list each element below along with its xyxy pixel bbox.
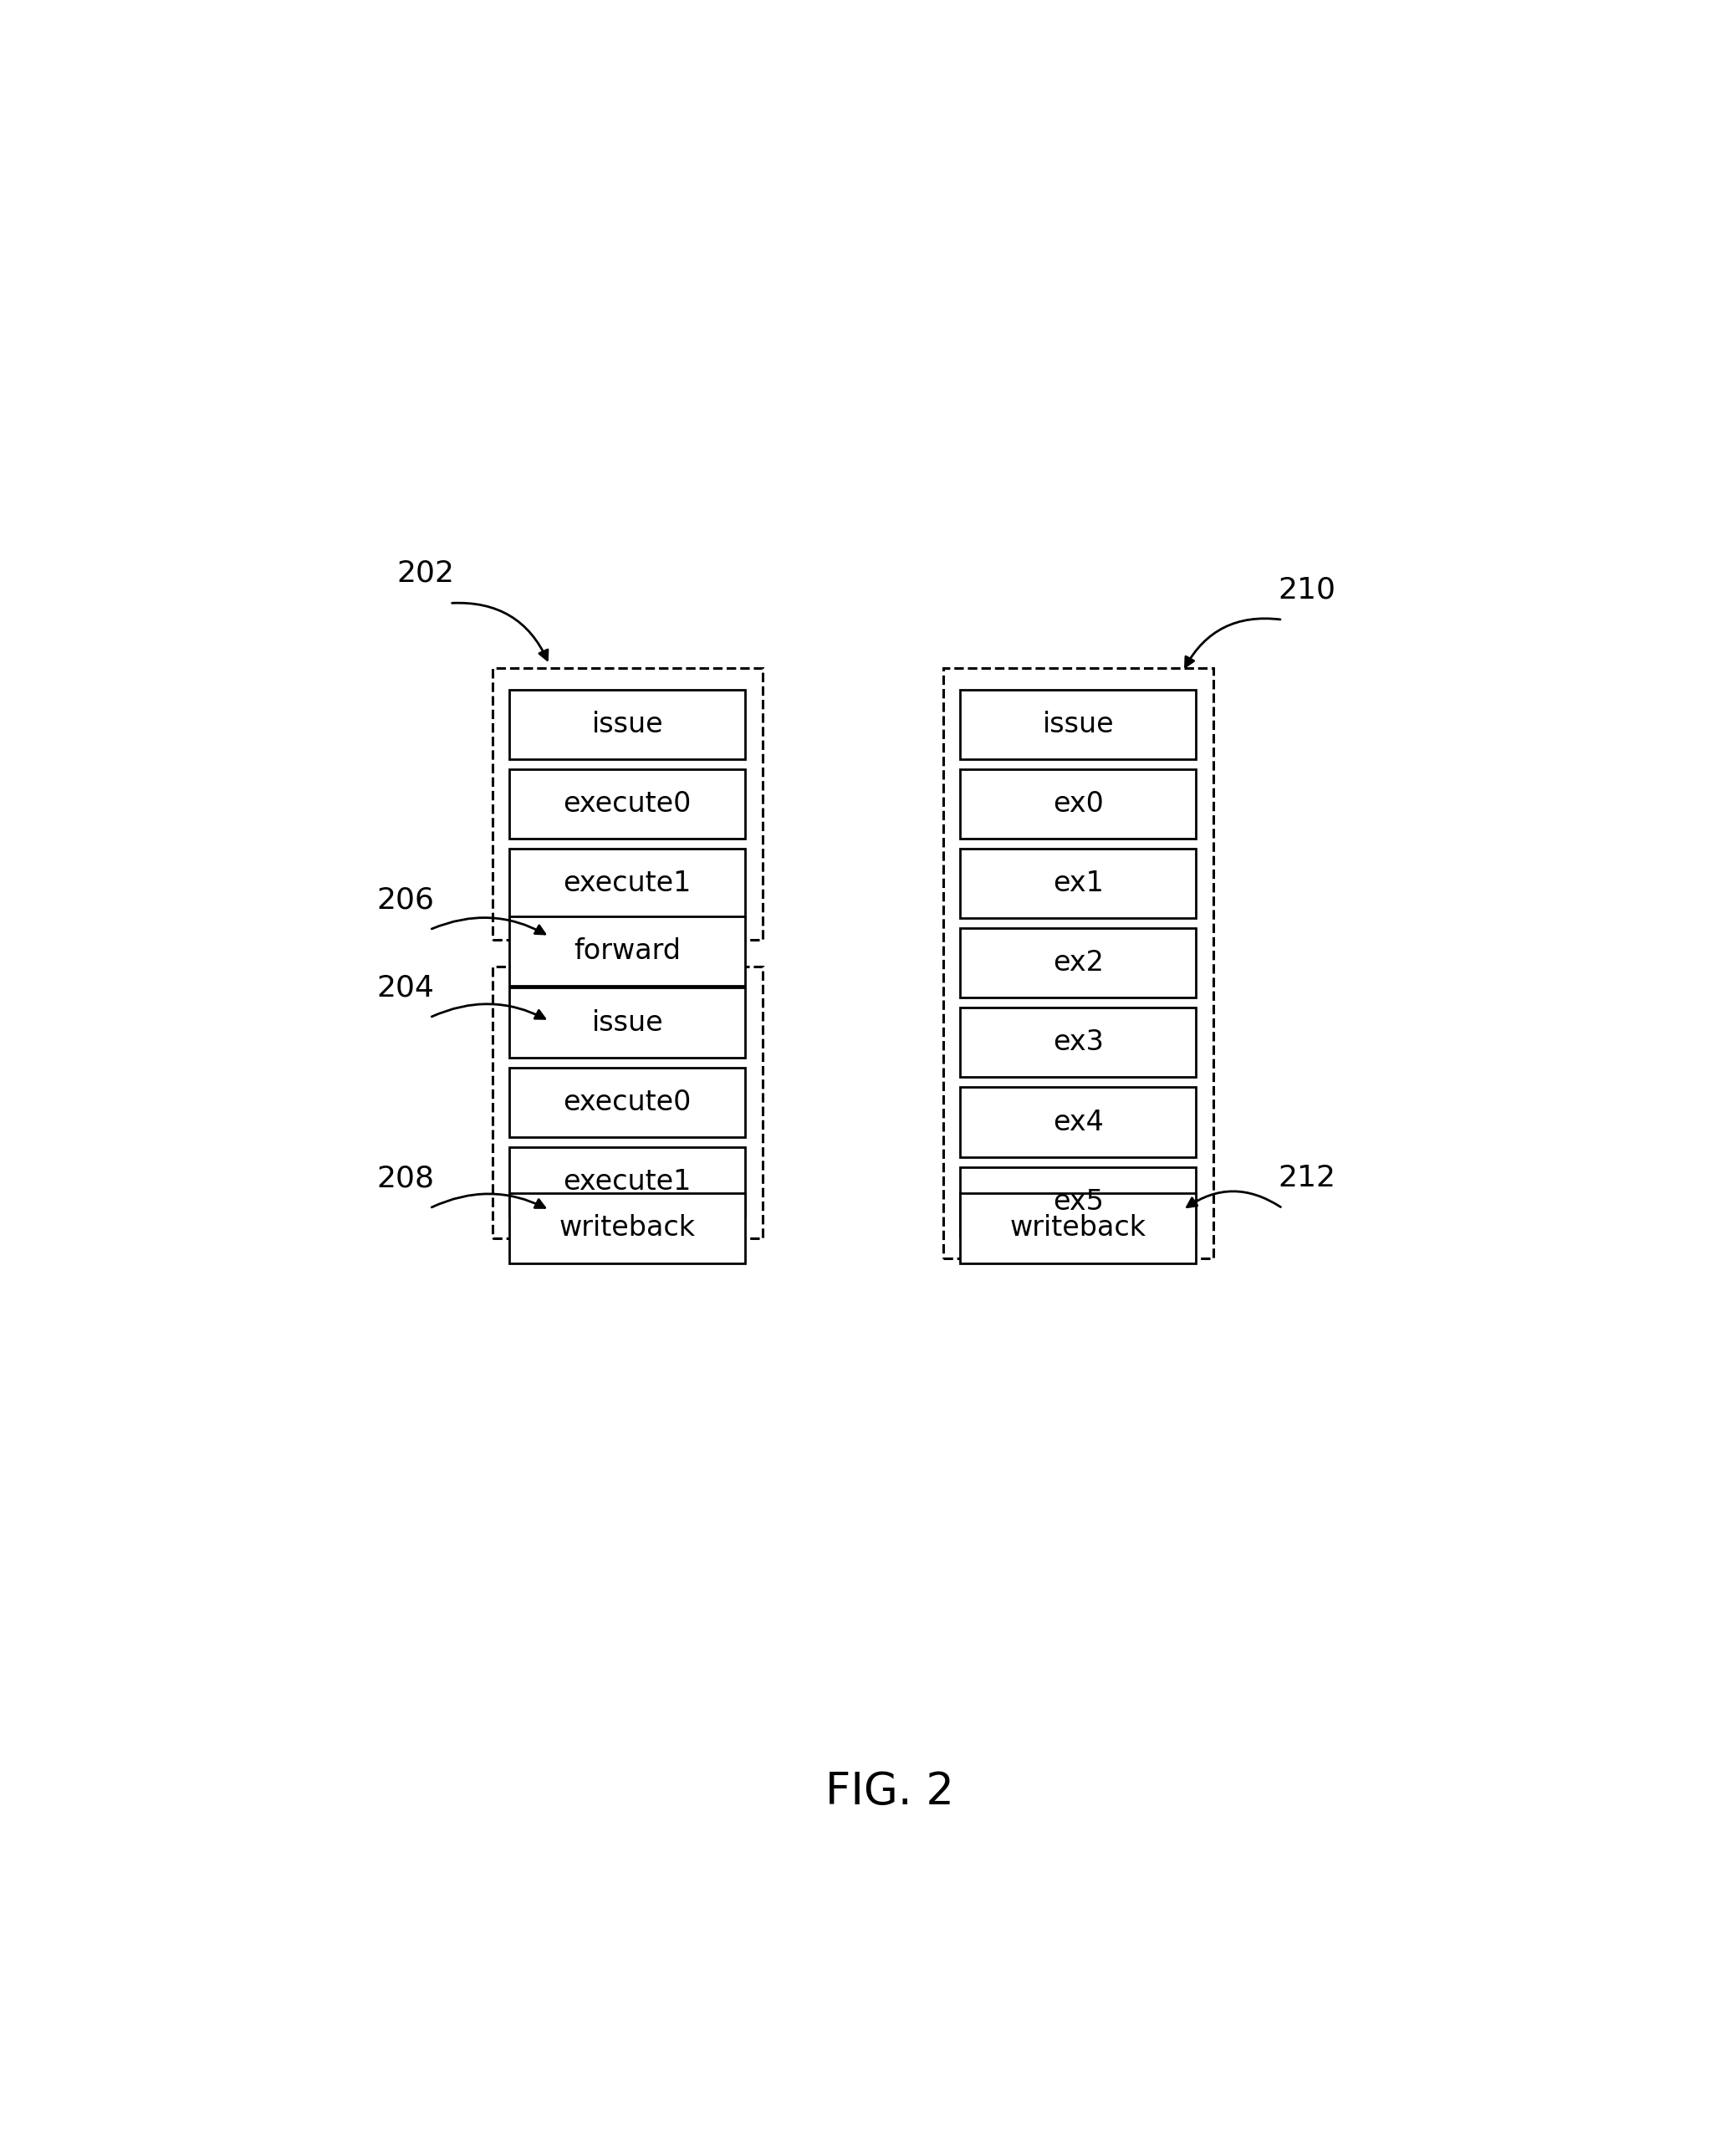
Bar bbox=[960, 928, 1196, 997]
Text: ex0: ex0 bbox=[1052, 790, 1104, 818]
Text: 204: 204 bbox=[377, 973, 434, 1001]
Bar bbox=[510, 769, 745, 838]
Text: 206: 206 bbox=[377, 885, 434, 915]
Text: 210: 210 bbox=[1278, 575, 1335, 605]
Text: ex3: ex3 bbox=[1052, 1029, 1104, 1057]
Bar bbox=[943, 667, 1213, 1257]
Bar bbox=[510, 1068, 745, 1137]
Bar bbox=[510, 1193, 745, 1264]
Bar bbox=[960, 1167, 1196, 1236]
Bar bbox=[491, 967, 762, 1238]
Text: issue: issue bbox=[592, 710, 663, 738]
Bar bbox=[510, 1148, 745, 1216]
Text: forward: forward bbox=[575, 937, 681, 965]
Bar bbox=[960, 689, 1196, 760]
Bar bbox=[960, 848, 1196, 917]
Bar bbox=[510, 848, 745, 917]
Bar bbox=[960, 1087, 1196, 1156]
Text: ex4: ex4 bbox=[1052, 1109, 1104, 1137]
Text: writeback: writeback bbox=[1010, 1214, 1146, 1242]
Text: 202: 202 bbox=[398, 560, 455, 588]
Text: execute1: execute1 bbox=[562, 1167, 691, 1195]
Text: ex2: ex2 bbox=[1052, 949, 1104, 977]
Bar bbox=[960, 1008, 1196, 1076]
Bar bbox=[491, 667, 762, 939]
Text: execute0: execute0 bbox=[562, 790, 691, 818]
Text: 208: 208 bbox=[377, 1165, 434, 1193]
Bar bbox=[960, 769, 1196, 838]
Text: FIG. 2: FIG. 2 bbox=[825, 1770, 955, 1813]
Bar bbox=[510, 988, 745, 1057]
Text: 212: 212 bbox=[1278, 1165, 1335, 1193]
Text: ex5: ex5 bbox=[1052, 1188, 1104, 1216]
Text: writeback: writeback bbox=[559, 1214, 696, 1242]
Text: issue: issue bbox=[592, 1010, 663, 1036]
Text: ex1: ex1 bbox=[1052, 870, 1104, 898]
Text: execute0: execute0 bbox=[562, 1089, 691, 1115]
Bar bbox=[960, 1193, 1196, 1264]
Bar bbox=[510, 689, 745, 760]
Bar bbox=[510, 917, 745, 986]
Text: issue: issue bbox=[1042, 710, 1115, 738]
Text: execute1: execute1 bbox=[562, 870, 691, 898]
